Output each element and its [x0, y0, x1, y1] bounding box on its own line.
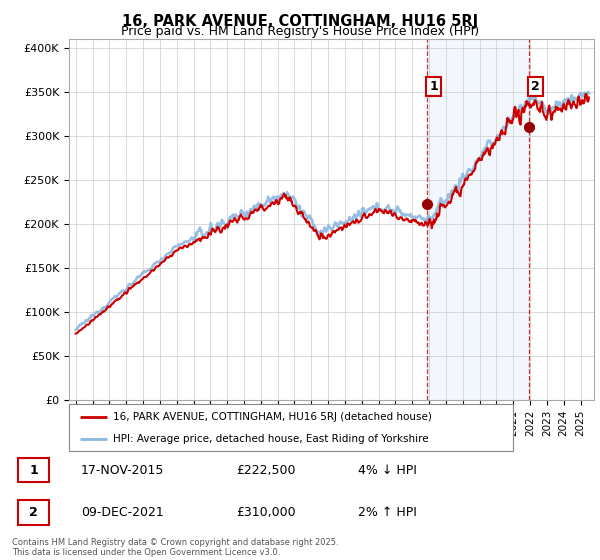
Text: 2: 2 [29, 506, 38, 519]
Text: 16, PARK AVENUE, COTTINGHAM, HU16 5RJ: 16, PARK AVENUE, COTTINGHAM, HU16 5RJ [122, 14, 478, 29]
Text: HPI: Average price, detached house, East Riding of Yorkshire: HPI: Average price, detached house, East… [113, 433, 429, 444]
Bar [427, 39, 529, 400]
Text: Contains HM Land Registry data © Crown copyright and database right 2025.
This d: Contains HM Land Registry data © Crown c… [12, 538, 338, 557]
Text: Price paid vs. HM Land Registry's House Price Index (HPI): Price paid vs. HM Land Registry's House … [121, 25, 479, 38]
Text: 2% ↑ HPI: 2% ↑ HPI [358, 506, 416, 519]
Text: £310,000: £310,000 [236, 506, 296, 519]
Text: 4% ↓ HPI: 4% ↓ HPI [358, 464, 416, 477]
Text: 09-DEC-2021: 09-DEC-2021 [81, 506, 164, 519]
Text: 1: 1 [430, 80, 439, 92]
Text: 1: 1 [29, 464, 38, 477]
Text: 2: 2 [531, 80, 540, 92]
FancyBboxPatch shape [69, 404, 513, 451]
Text: £222,500: £222,500 [236, 464, 296, 477]
FancyBboxPatch shape [18, 501, 49, 525]
Text: 16, PARK AVENUE, COTTINGHAM, HU16 5RJ (detached house): 16, PARK AVENUE, COTTINGHAM, HU16 5RJ (d… [113, 412, 432, 422]
Text: 17-NOV-2015: 17-NOV-2015 [81, 464, 164, 477]
FancyBboxPatch shape [18, 458, 49, 482]
